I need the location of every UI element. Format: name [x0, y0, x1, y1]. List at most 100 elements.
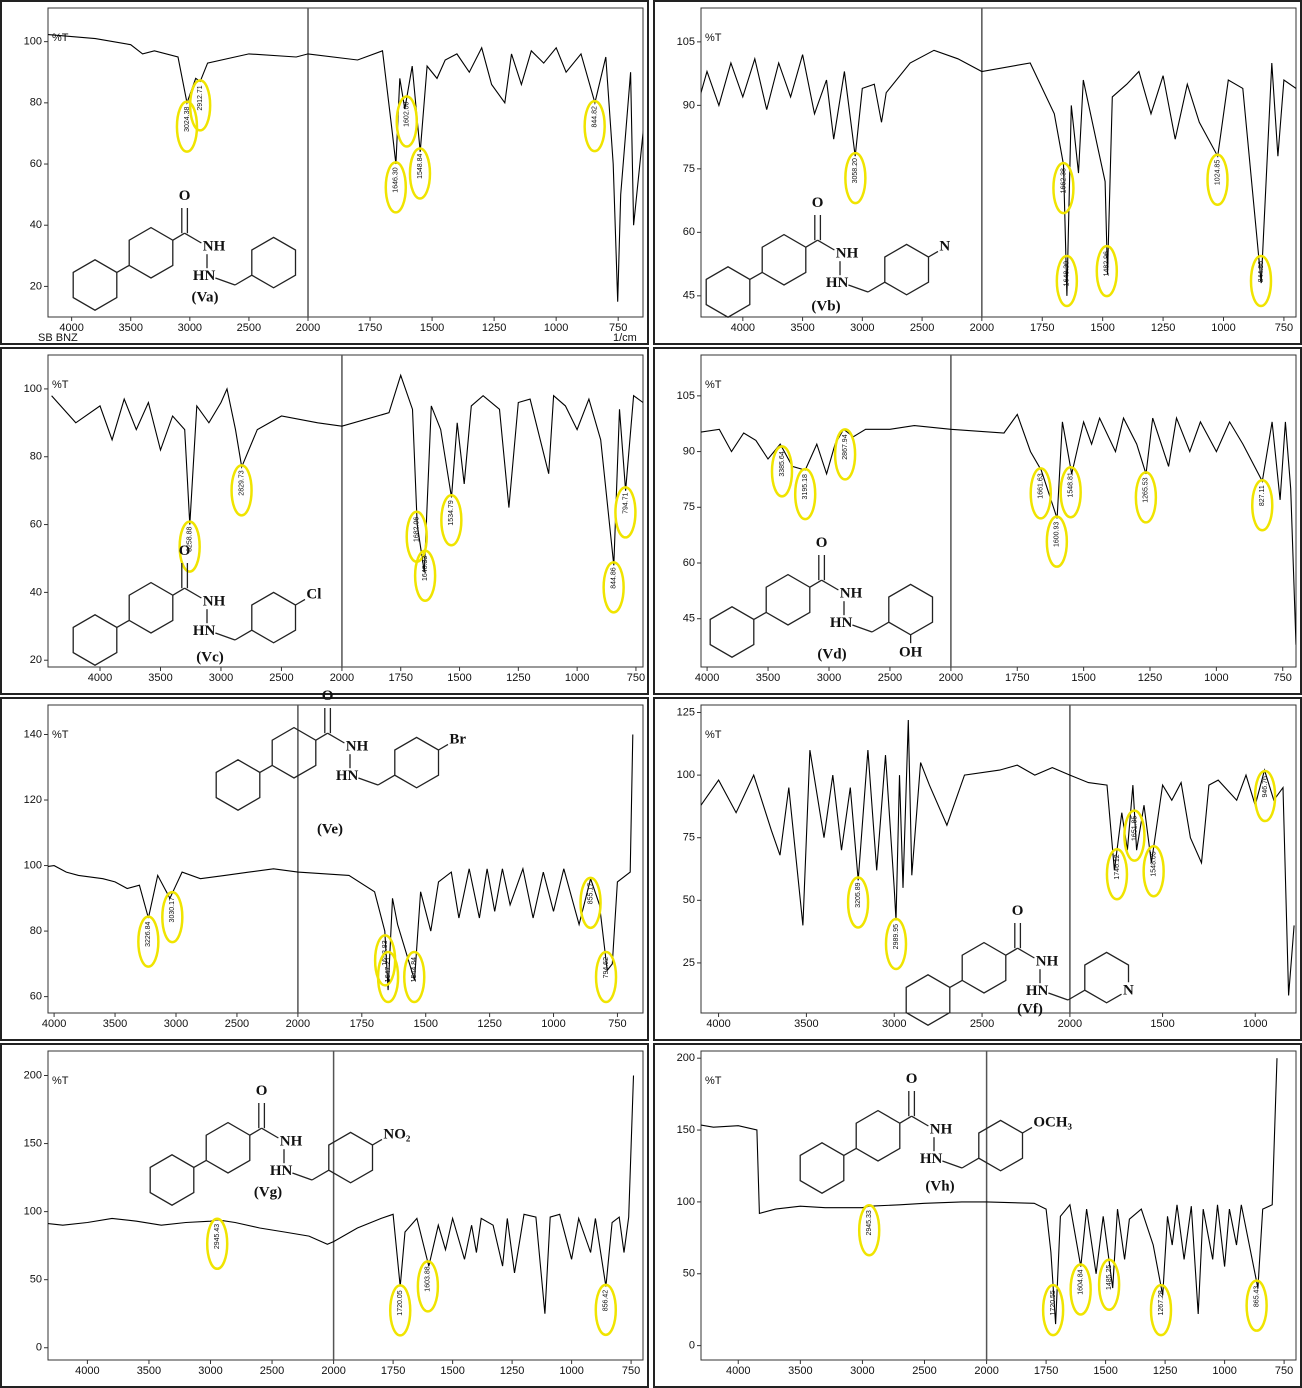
peak-highlight [844, 151, 867, 205]
y-tick-label: 90 [683, 445, 695, 457]
x-tick-label: 1250 [506, 672, 530, 684]
y-tick-label: 60 [683, 226, 695, 238]
x-tick-label: 3500 [137, 1365, 161, 1377]
panel-border [653, 347, 1302, 695]
x-tick-label: 1000 [544, 322, 568, 334]
peak-label: 1603.88 [425, 1266, 432, 1291]
structure-label: O [179, 188, 191, 204]
x-tick-label: 1000 [1204, 672, 1228, 684]
y-tick-label: 90 [683, 99, 695, 111]
compound-title: (Ve) [317, 821, 343, 837]
x-tick-label: 2000 [321, 1365, 345, 1377]
x-tick-label: 3000 [850, 1365, 874, 1377]
bond [867, 281, 886, 293]
peak-label: 2829.73 [238, 470, 245, 495]
x-axis-label: 1/cm [613, 332, 637, 344]
y-axis-label: %T [705, 32, 722, 44]
peak-highlight [833, 428, 857, 481]
bond [438, 743, 449, 751]
y-axis-label: %T [52, 1075, 69, 1087]
peak-label: 794.62 [603, 957, 610, 979]
ring [72, 614, 118, 666]
peak-label: 3030.17 [169, 897, 176, 922]
plot-frame [700, 7, 1297, 318]
structure-label: NH [840, 586, 863, 602]
plot-frame [700, 1050, 1297, 1361]
x-tick-label: 1500 [1150, 1018, 1174, 1030]
plot-frame [47, 354, 644, 668]
structure-label: OCH₃ [1033, 1115, 1072, 1131]
x-tick-label: 2500 [910, 322, 934, 334]
x-tick-label: 3500 [788, 1365, 812, 1377]
y-axis-label: %T [52, 729, 69, 741]
x-tick-label: 2500 [225, 1018, 249, 1030]
peak-label: 2989.95 [893, 924, 900, 949]
y-tick-label: 80 [30, 925, 42, 937]
y-tick-label: 45 [683, 613, 695, 625]
peak-label: 1548.84 [417, 153, 424, 178]
peak-highlight [230, 464, 253, 517]
y-tick-label: 200 [24, 1069, 42, 1081]
spectrum-line [51, 373, 643, 573]
bond [292, 1172, 313, 1181]
peak-label: 1602.00 [404, 101, 411, 126]
x-tick-label: 2000 [1058, 1018, 1082, 1030]
peak-highlight [594, 1283, 618, 1337]
peak-label: 3226.84 [145, 922, 152, 947]
peak-label: 1662.38 [1060, 168, 1067, 193]
bond [1048, 992, 1069, 1001]
bond [809, 579, 822, 588]
y-tick-label: 100 [24, 383, 42, 395]
peak-label: 844.86 [610, 567, 617, 589]
x-tick-label: 3000 [164, 1018, 188, 1030]
ring [799, 1142, 845, 1194]
y-tick-label: 150 [24, 1137, 42, 1149]
x-tick-label: 750 [627, 672, 645, 684]
x-tick-label: 1500 [447, 672, 471, 684]
bond [315, 732, 328, 741]
peak-label: 855.17 [587, 883, 594, 905]
bond [215, 632, 236, 641]
peak-highlight [1251, 478, 1274, 532]
x-tick-label: 3500 [148, 672, 172, 684]
x-tick-label: 1750 [358, 322, 382, 334]
x-tick-label: 4000 [75, 1365, 99, 1377]
x-tick-label: 1750 [388, 672, 412, 684]
y-tick-label: 60 [30, 991, 42, 1003]
structure-label: OH [899, 644, 923, 660]
peak-highlight [205, 1217, 229, 1271]
panel-border [653, 697, 1302, 1041]
peak-label: 2912.71 [197, 85, 204, 110]
y-axis-label: %T [705, 1075, 722, 1087]
bond [1022, 1126, 1033, 1134]
peak-highlight [1245, 1279, 1268, 1332]
structure-label: O [322, 688, 334, 704]
structure-label: NO₂ [383, 1127, 411, 1143]
structure-label: O [816, 535, 828, 551]
x-tick-label: 3000 [198, 1365, 222, 1377]
bond [911, 1115, 929, 1127]
plot-frame [47, 704, 644, 1014]
x-tick-label: 1000 [1212, 1365, 1236, 1377]
bond [1067, 989, 1086, 1001]
x-tick-label: 750 [1275, 1365, 1293, 1377]
peak-highlight [416, 1260, 440, 1313]
x-tick-label: 3500 [790, 322, 814, 334]
structure-label: O [256, 1083, 268, 1099]
structure-label: HN [1026, 983, 1049, 999]
peak-highlight [395, 95, 419, 148]
spectrum-line [48, 734, 634, 991]
bond [949, 979, 963, 988]
peak-label: 844.86 [1258, 261, 1265, 283]
y-tick-label: 50 [30, 1274, 42, 1286]
bond [193, 1159, 207, 1168]
peak-highlight [793, 467, 817, 521]
bond [942, 1160, 963, 1169]
y-axis-label: %T [52, 379, 69, 391]
peak-highlight [137, 915, 160, 968]
peak-highlight [440, 494, 463, 547]
peak-highlight [1105, 848, 1129, 901]
peak-label: 1265.53 [1143, 477, 1150, 502]
peak-label: 1485.25 [1106, 1265, 1113, 1290]
x-tick-label: 750 [609, 322, 627, 334]
